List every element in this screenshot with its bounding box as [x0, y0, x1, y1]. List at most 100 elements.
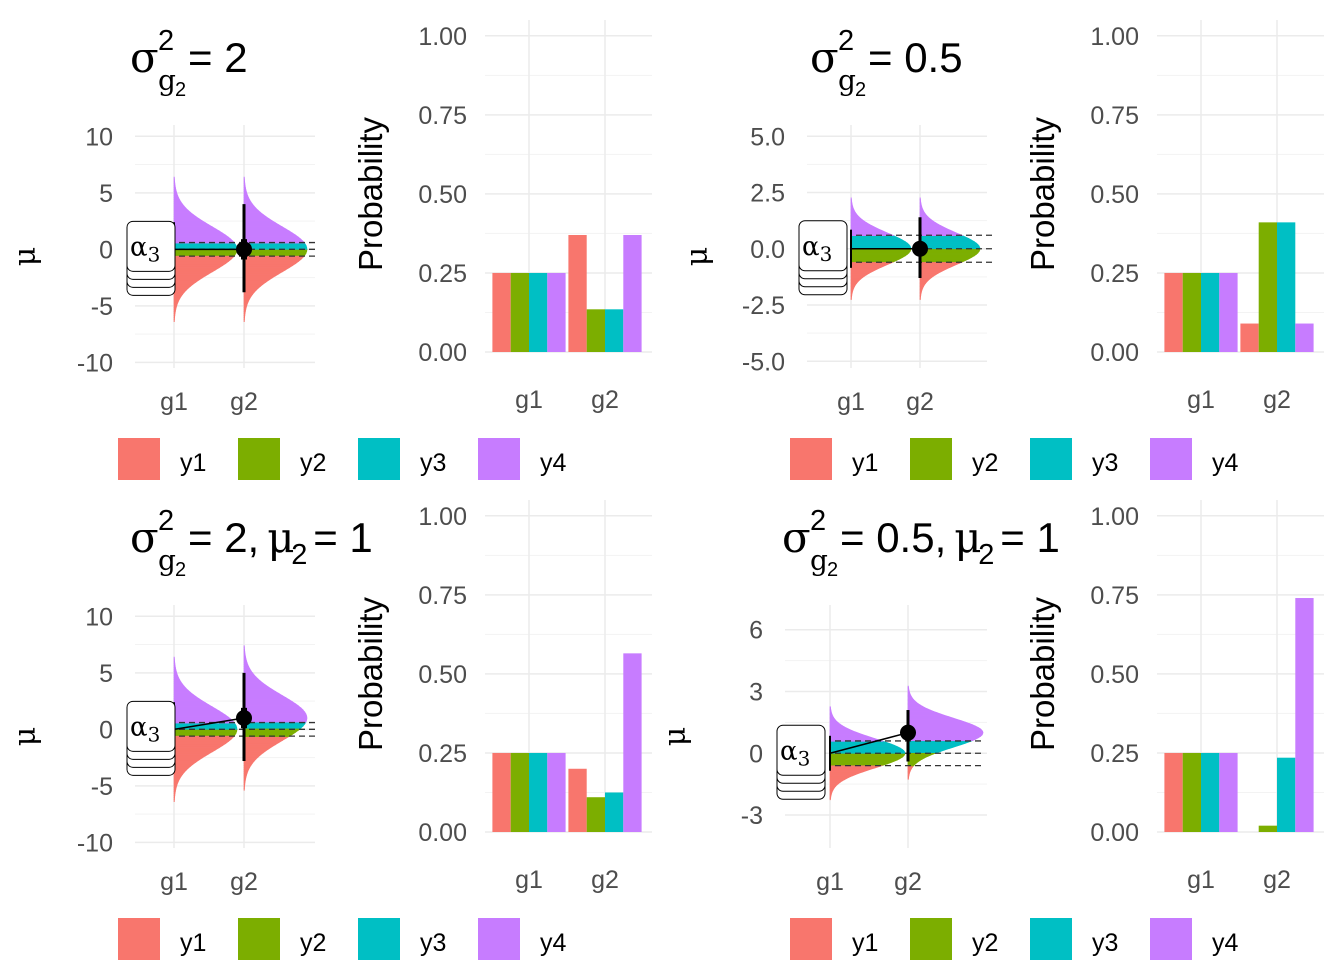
density-slice	[173, 768, 189, 771]
density-slice	[243, 244, 308, 248]
density-slice	[243, 298, 251, 302]
y-tick-label: 1.00	[418, 23, 467, 51]
y-tick-label: 0.75	[418, 582, 467, 610]
title-subscript: g	[838, 64, 856, 97]
alpha-label: α3	[780, 736, 810, 770]
density-slice	[243, 763, 253, 766]
title-subscript-index: 2	[175, 559, 186, 581]
density-slice	[243, 686, 273, 690]
density-slice	[173, 319, 175, 322]
density-slice	[243, 207, 259, 211]
density-slice	[173, 753, 210, 757]
density-slice	[243, 213, 267, 217]
density-slice	[173, 275, 207, 279]
title-value: = 2	[188, 34, 248, 81]
density-slice	[173, 778, 181, 782]
x-tick-label: g1	[1187, 866, 1215, 894]
legend-label: y4	[1212, 449, 1239, 477]
density-slice	[173, 232, 227, 236]
bar-y2-g2	[1258, 222, 1277, 352]
density-slice	[173, 755, 207, 759]
density-slice	[243, 688, 277, 692]
density-slice	[243, 701, 297, 704]
density-slice	[243, 242, 307, 246]
legend-label: y3	[1092, 929, 1118, 957]
density-slice	[173, 267, 220, 271]
density-slice	[243, 215, 270, 219]
bar-y4-g2	[1295, 323, 1314, 352]
density-slice	[173, 776, 182, 780]
y-tick-label: 1.00	[1090, 23, 1139, 51]
bar-y2-g2	[586, 797, 605, 832]
x-tick-label: g1	[1187, 386, 1215, 414]
density-slice	[243, 277, 273, 281]
density-slice	[173, 772, 185, 776]
density-slice	[173, 698, 203, 701]
x-tick-label: g2	[591, 386, 619, 414]
density-slice	[243, 659, 248, 663]
density-slice	[173, 220, 207, 223]
y-tick-label: 0.25	[418, 740, 467, 768]
density-slice	[173, 207, 189, 211]
legend-label: y2	[972, 929, 998, 957]
density-slice	[243, 730, 300, 733]
alpha-label-box	[776, 724, 826, 776]
density-slice	[243, 754, 262, 758]
title-subscript-index: 2	[855, 79, 866, 101]
density-slice	[243, 218, 273, 221]
density-slice	[173, 731, 238, 734]
legend-label: y4	[540, 449, 567, 477]
probability-panel: 0.00 0.25 0.50 0.75 1.00 Probability g1 g2	[1024, 500, 1324, 894]
x-tick-label: g2	[230, 868, 258, 896]
density-slice	[173, 702, 210, 705]
density-slice	[243, 317, 245, 320]
bar-y2-g1	[1182, 272, 1201, 352]
density-slice	[243, 649, 246, 653]
bar-y1-g2	[1240, 323, 1259, 352]
density-slice	[173, 760, 200, 763]
title-subscript: g	[158, 64, 176, 97]
y-tick-label: 0.00	[418, 819, 467, 847]
density-slice	[243, 723, 306, 727]
density-slice	[173, 675, 180, 678]
density-slice	[243, 296, 252, 300]
y-tick-label: 0	[99, 236, 113, 264]
title-mu-value: = 1	[1000, 514, 1060, 561]
density-slice	[243, 257, 304, 260]
panel-title-text: σ	[782, 513, 811, 562]
y-tick-label: 5	[99, 180, 113, 208]
y-tick-label: 5.0	[750, 123, 785, 151]
legend-key-y1	[118, 438, 160, 480]
density-slice	[173, 265, 224, 269]
density-slice	[173, 282, 197, 285]
density-slice	[243, 645, 245, 649]
density-slice	[243, 193, 249, 196]
density-slice	[243, 191, 248, 194]
density-slice	[173, 271, 214, 275]
density-slice	[243, 771, 249, 775]
density-slice	[173, 766, 192, 769]
legend: y1 y2 y3 y4	[790, 438, 1239, 480]
density-slice	[243, 308, 247, 312]
density-slice	[173, 770, 187, 774]
bar-y4-g2	[1295, 598, 1314, 832]
density-slice	[243, 775, 247, 779]
density-slice	[243, 311, 246, 314]
density-slice	[243, 195, 250, 198]
bar-y3-g2	[1277, 757, 1296, 832]
density-slice	[173, 197, 181, 201]
density-slice	[173, 218, 203, 221]
panel-title-text: σ	[130, 33, 159, 82]
density-slice	[173, 230, 224, 234]
density-slice	[173, 238, 234, 242]
density-slice	[173, 213, 197, 217]
density-slice	[173, 774, 183, 778]
density-slice	[243, 304, 248, 308]
x-tick-label: g1	[515, 866, 543, 894]
density-slice	[243, 259, 302, 263]
density-slice	[243, 261, 300, 265]
density-slice	[173, 782, 179, 786]
density-slice	[173, 747, 220, 751]
